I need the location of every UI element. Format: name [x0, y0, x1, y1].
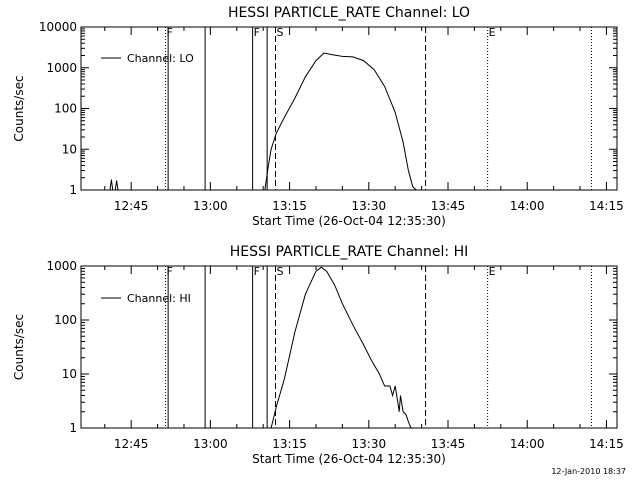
x-tick-label: 14:00	[510, 199, 545, 213]
y-tick-label: 10	[62, 367, 77, 381]
panel-channel-hi: HESSI PARTICLE_RATE Channel: HI 12:45 13:0…	[12, 244, 624, 466]
y-tick-label: 10000	[39, 20, 77, 34]
chart-title: HESSI PARTICLE_RATE Channel: HI	[230, 244, 468, 260]
x-axis-label: Start Time (26-Oct-04 12:35:30)	[252, 452, 446, 466]
y-tick-label: 10	[62, 142, 77, 156]
x-tick-label: 13:30	[352, 437, 387, 451]
y-axis-label: Counts/sec	[12, 75, 26, 141]
x-tick-label: 13:15	[272, 437, 307, 451]
event-marker-label: E	[489, 26, 496, 39]
footer-timestamp: 12-Jan-2010 18:37	[551, 467, 626, 476]
y-tick-label: 1000	[46, 61, 77, 75]
y-tick-label: 1	[69, 183, 77, 197]
event-marker-label: F	[254, 265, 260, 278]
event-marker-label: E	[489, 265, 496, 278]
event-marker-label: F	[166, 26, 172, 39]
event-marker-label: S	[277, 26, 284, 39]
x-tick-label: 13:15	[272, 199, 307, 213]
x-tick-label: 13:45	[431, 437, 466, 451]
x-tick-label: 12:45	[114, 199, 149, 213]
event-marker-label: F	[166, 265, 172, 278]
x-tick-label: 13:00	[193, 437, 228, 451]
x-axis-label: Start Time (26-Oct-04 12:35:30)	[252, 214, 446, 228]
chart-title: HESSI PARTICLE_RATE Channel: LO	[228, 5, 470, 21]
plot-frame	[80, 265, 618, 429]
event-marker-label: S	[277, 265, 284, 278]
x-tick-label: 13:30	[352, 199, 387, 213]
event-marker-label: F	[254, 26, 260, 39]
x-tick-label: 12:45	[114, 437, 149, 451]
y-tick-label: 1000	[46, 259, 77, 273]
series-line	[109, 52, 417, 191]
y-tick-label: 1	[69, 421, 77, 435]
legend-label: Channel: LO	[127, 52, 194, 65]
x-tick-label: 14:15	[589, 199, 624, 213]
panel-channel-lo: HESSI PARTICLE_RATE Channel: LO 12:45 13:0…	[12, 5, 624, 228]
x-tick-label: 14:00	[510, 437, 545, 451]
series-line	[270, 266, 412, 429]
y-axis-label: Counts/sec	[12, 314, 26, 380]
x-tick-label: 13:45	[431, 199, 466, 213]
x-tick-label: 13:00	[193, 199, 228, 213]
legend-label: Channel: HI	[127, 292, 191, 305]
x-tick-label: 14:15	[589, 437, 624, 451]
y-tick-label: 100	[54, 102, 77, 116]
y-tick-label: 100	[54, 313, 77, 327]
